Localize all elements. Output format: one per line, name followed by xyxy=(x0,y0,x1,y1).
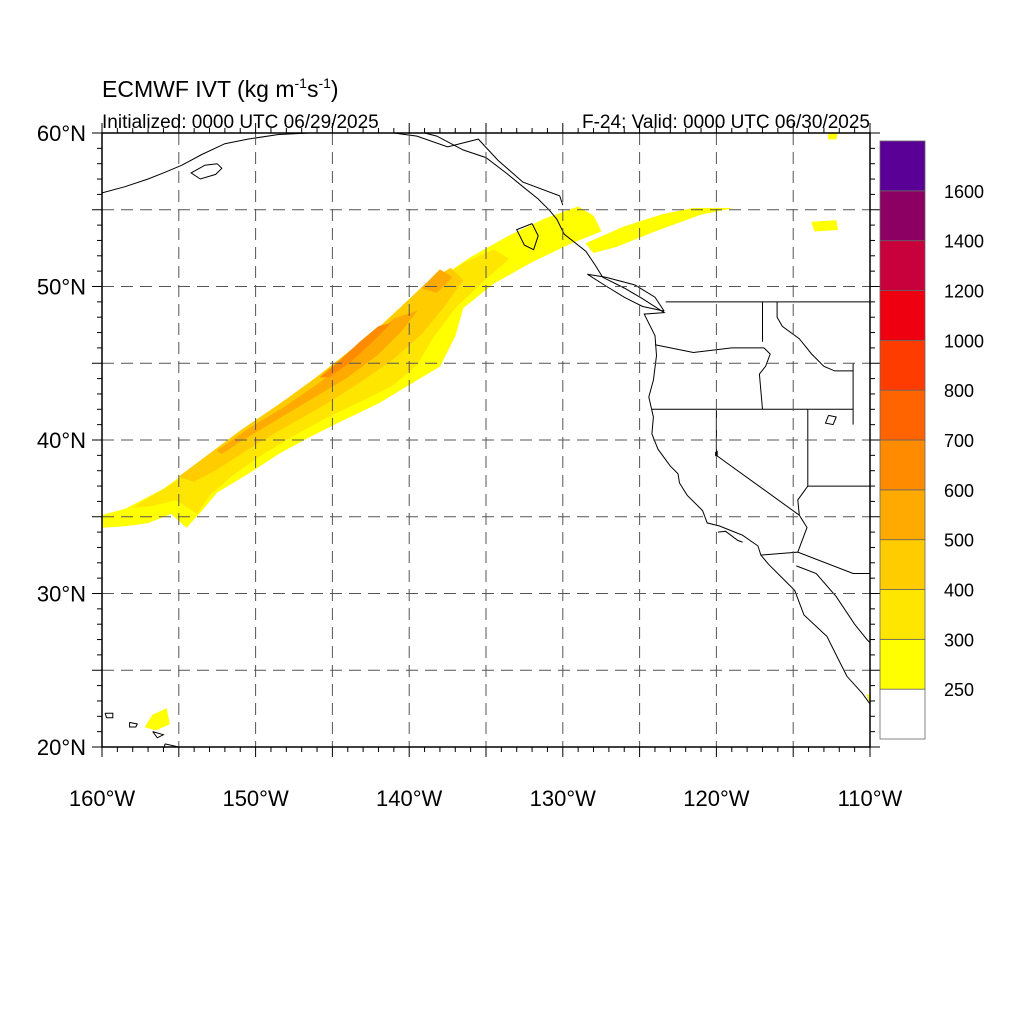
north-america-coast xyxy=(424,133,870,705)
ivt-colorbar: 250 300 400 500 600 700 800 1000 1200 1400 1600 xyxy=(879,140,984,740)
coastlines-and-borders xyxy=(102,133,870,747)
x-tick-label: 130°W xyxy=(530,786,597,811)
kodiak-island xyxy=(190,163,223,180)
wa-or-border xyxy=(654,344,764,354)
colorbar-swatch xyxy=(879,439,926,491)
haida-gwaii xyxy=(516,223,539,251)
lake-tahoe xyxy=(715,450,718,457)
colorbar-label: 300 xyxy=(944,630,974,650)
colorbar-swatch xyxy=(879,589,926,640)
title-exp1: -1 xyxy=(295,75,308,91)
hawaii-oahu xyxy=(129,721,139,728)
y-tick-label: 30°N xyxy=(37,582,86,607)
great-salt-lake xyxy=(824,414,837,426)
ca-az-border xyxy=(797,514,808,553)
colorbar-label: 600 xyxy=(944,481,974,501)
colorbar-label: 400 xyxy=(944,581,974,601)
hawaii-maui xyxy=(152,731,165,739)
colorbar-label: 500 xyxy=(944,531,974,551)
x-tick-label: 120°W xyxy=(683,786,750,811)
ivt-contour-250-10 xyxy=(866,694,870,705)
colorbar-swatch xyxy=(879,638,926,690)
colorbar-swatch xyxy=(879,190,926,242)
colorbar-swatch xyxy=(879,339,926,391)
x-tick-label: 110°W xyxy=(838,786,903,811)
x-tick-label: 160°W xyxy=(69,786,136,811)
axis-labels: 160°W 150°W 140°W 130°W 120°W 110°W 60°N 50°N 40… xyxy=(37,121,903,811)
title-mid: s xyxy=(307,76,319,102)
or-id-border xyxy=(758,347,771,410)
nv-ut-border xyxy=(797,409,809,516)
colorbar-swatch xyxy=(879,539,926,590)
title-main: ECMWF IVT (kg m xyxy=(102,76,295,102)
lat-lon-grid xyxy=(102,133,870,747)
colorbar-label: 1400 xyxy=(944,232,984,252)
x-tick-label: 140°W xyxy=(376,786,443,811)
colorbar-swatch xyxy=(879,290,926,341)
us-mexico-border xyxy=(760,551,870,574)
colorbar-label: 700 xyxy=(944,431,974,451)
y-tick-label: 50°N xyxy=(37,275,86,300)
colorbar-swatch xyxy=(879,140,926,192)
hawaii-kauai xyxy=(104,712,114,719)
colorbar-swatch xyxy=(879,688,926,740)
colorbar-swatch xyxy=(879,489,926,541)
colorbar-label: 1200 xyxy=(944,282,984,302)
colorbar-label: 1600 xyxy=(944,182,984,202)
y-tick-label: 60°N xyxy=(37,121,86,146)
valid-time-label: F-24: Valid: 0000 UTC 06/30/2025 xyxy=(582,112,870,133)
baja-east-coast xyxy=(796,565,870,643)
ivt-contour-250-9 xyxy=(144,708,170,731)
id-mt-border xyxy=(776,301,854,372)
axis-ticks xyxy=(92,123,880,757)
colorbar-label: 1000 xyxy=(944,331,984,351)
vancouver-island xyxy=(587,273,665,312)
alaska-peninsula-coast xyxy=(102,133,310,194)
channel-islands xyxy=(717,530,743,543)
x-tick-label: 150°W xyxy=(222,786,289,811)
colorbar-label: 250 xyxy=(944,680,974,700)
title-close: ) xyxy=(331,76,339,102)
figure-title: ECMWF IVT (kg m-1s-1) xyxy=(102,75,339,102)
map-plot-area xyxy=(101,132,871,748)
y-tick-label: 40°N xyxy=(37,428,86,453)
ivt-contour-250-7 xyxy=(811,220,838,232)
alaska-bc-border xyxy=(393,133,564,206)
colorbar-swatch xyxy=(879,389,926,441)
colorbar-swatch xyxy=(879,240,926,291)
title-exp2: -1 xyxy=(318,75,331,91)
colorbar-label: 800 xyxy=(944,381,974,401)
ivt-shading xyxy=(102,133,870,731)
init-time-label: Initialized: 0000 UTC 06/29/2025 xyxy=(102,112,379,133)
y-tick-label: 20°N xyxy=(37,735,86,760)
ivt-contour-250-8 xyxy=(828,133,838,140)
